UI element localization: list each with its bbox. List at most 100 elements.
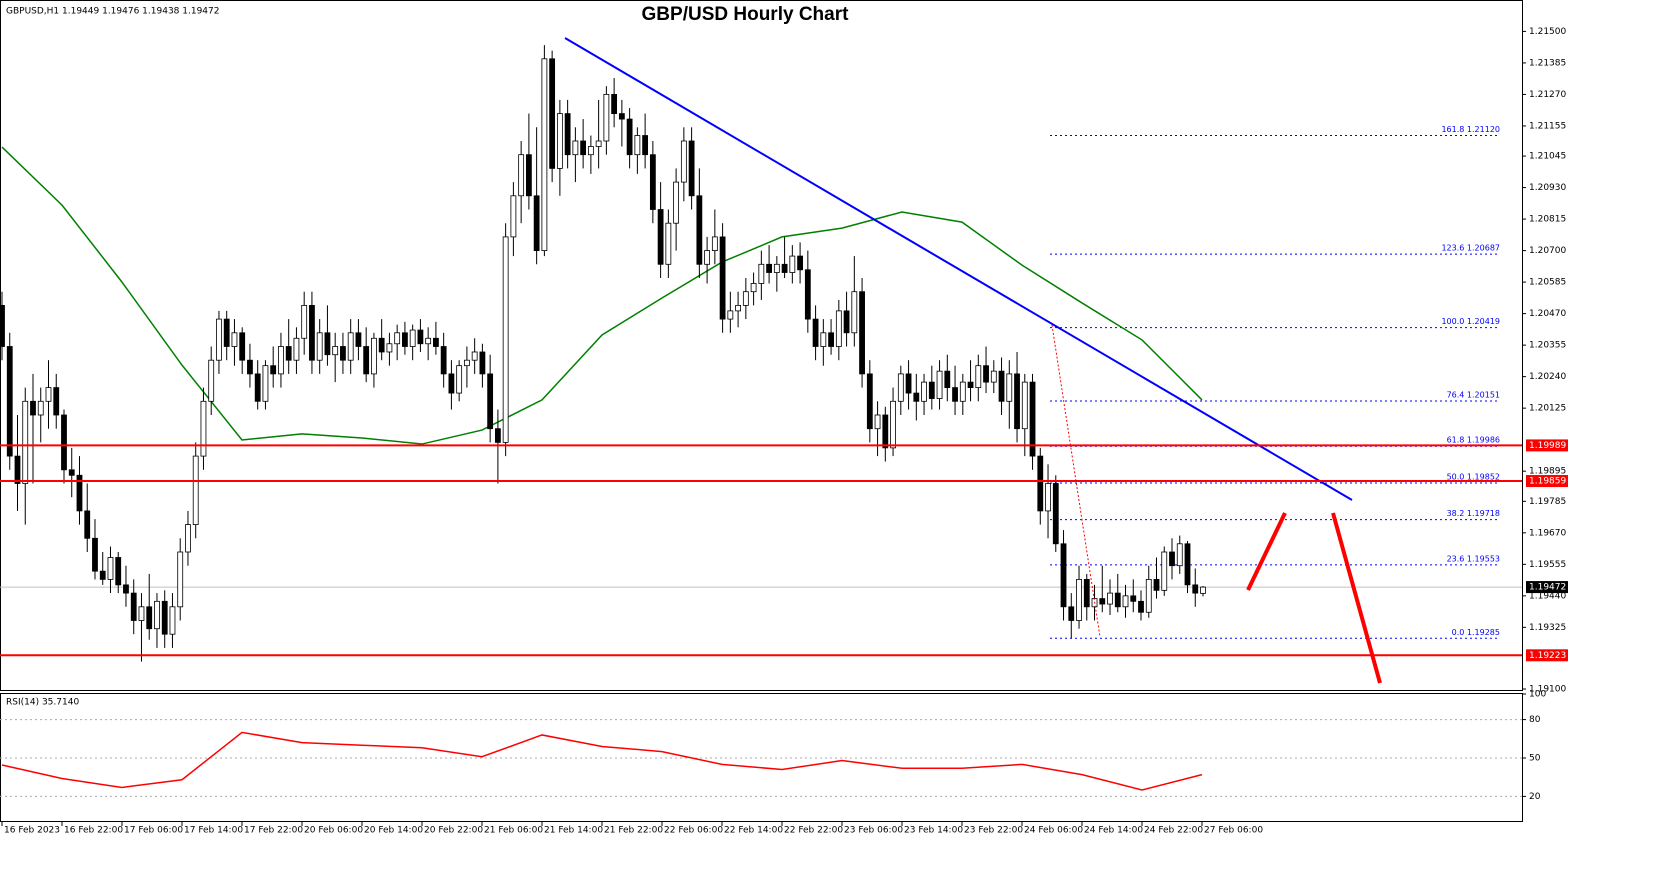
candle-body bbox=[1045, 483, 1051, 512]
candle-body bbox=[541, 58, 548, 252]
candle-body bbox=[270, 365, 277, 375]
candle-body bbox=[456, 365, 463, 394]
rsi-tick-label: 100 bbox=[1529, 690, 1546, 700]
candle-body bbox=[510, 195, 517, 238]
candle-body bbox=[1014, 373, 1020, 430]
candle-body bbox=[673, 181, 680, 224]
candle-body bbox=[820, 332, 827, 347]
candle-body bbox=[309, 304, 315, 361]
candle-body bbox=[595, 140, 602, 147]
level-tag-label: 1.19223 bbox=[1529, 651, 1566, 661]
level-tag-label: 1.19859 bbox=[1529, 477, 1566, 487]
candle-body bbox=[1161, 551, 1168, 591]
candle-body bbox=[1076, 579, 1082, 621]
x-tick-label: 23 Feb 06:00 bbox=[844, 826, 903, 836]
rsi-tick-label: 20 bbox=[1529, 792, 1541, 802]
price-tag bbox=[1526, 581, 1568, 594]
candle-body bbox=[921, 381, 927, 402]
candle-body bbox=[587, 146, 594, 156]
candle-body bbox=[634, 135, 641, 156]
candle-body bbox=[409, 329, 416, 347]
rsi-line bbox=[1, 731, 1203, 791]
candle-body bbox=[1114, 592, 1121, 608]
candle-body bbox=[192, 455, 199, 526]
candle-body bbox=[99, 570, 106, 580]
y-tick-label: 1.20700 bbox=[1529, 246, 1566, 256]
candle-body bbox=[1021, 381, 1028, 430]
candle-body bbox=[262, 365, 269, 402]
candle-body bbox=[525, 154, 532, 197]
x-tick-label: 16 Feb 22:00 bbox=[64, 826, 123, 836]
candle-body bbox=[68, 469, 75, 476]
candle-body bbox=[464, 359, 470, 367]
candle-body bbox=[301, 304, 308, 339]
fib-label: 123.6 1.20687 bbox=[1441, 244, 1500, 253]
candle-body bbox=[146, 606, 153, 630]
candle-body bbox=[766, 263, 772, 273]
candle-body bbox=[84, 510, 91, 539]
candle-body bbox=[828, 332, 834, 347]
candle-body bbox=[804, 269, 811, 320]
candle-body bbox=[30, 400, 36, 416]
candle-body bbox=[347, 332, 354, 361]
fib-label: 50.0 1.19852 bbox=[1447, 472, 1500, 481]
candle-body bbox=[471, 351, 478, 361]
fib-label: 161.8 1.21120 bbox=[1441, 125, 1500, 134]
x-tick-label: 20 Feb 22:00 bbox=[424, 826, 483, 836]
candle-body bbox=[378, 337, 385, 353]
candle-body bbox=[1052, 483, 1059, 545]
candle-body bbox=[161, 600, 168, 635]
candle-body bbox=[952, 387, 958, 402]
candle-body bbox=[37, 400, 44, 416]
candle-body bbox=[611, 94, 618, 114]
candle-body bbox=[882, 414, 889, 449]
candle-body bbox=[14, 455, 21, 484]
x-tick-label: 22 Feb 14:00 bbox=[724, 826, 783, 836]
candle-body bbox=[208, 359, 215, 402]
x-tick-label: 21 Feb 14:00 bbox=[544, 826, 603, 836]
candle-body bbox=[216, 318, 222, 361]
candle-body bbox=[1138, 600, 1144, 613]
y-tick-label: 1.21385 bbox=[1529, 58, 1566, 68]
candle-body bbox=[913, 392, 920, 402]
candle-body bbox=[657, 209, 664, 265]
candle-body bbox=[502, 236, 509, 443]
candle-body bbox=[1192, 584, 1199, 594]
candle-body bbox=[843, 310, 850, 334]
candle-body bbox=[789, 255, 796, 273]
candle-body bbox=[1029, 381, 1036, 457]
candle-body bbox=[1099, 598, 1106, 605]
fib-label: 61.8 1.19986 bbox=[1447, 436, 1500, 445]
candle-body bbox=[433, 337, 439, 347]
candle-body bbox=[316, 332, 323, 361]
candle-body bbox=[688, 140, 695, 197]
candle-body bbox=[556, 113, 563, 169]
candle-body bbox=[386, 343, 393, 353]
candle-body bbox=[580, 140, 587, 156]
candle-body bbox=[1169, 551, 1175, 567]
candle-body bbox=[138, 606, 145, 621]
candle-body bbox=[1130, 595, 1137, 602]
candle-body bbox=[851, 291, 858, 334]
candle-body bbox=[185, 524, 191, 553]
candle-body bbox=[363, 346, 370, 375]
candle-body bbox=[76, 474, 83, 512]
candle-body bbox=[742, 291, 749, 306]
candle-body bbox=[890, 400, 896, 449]
x-tick-label: 22 Feb 06:00 bbox=[664, 826, 723, 836]
candle-body bbox=[549, 58, 556, 169]
candle-body bbox=[154, 600, 160, 630]
candle-body bbox=[402, 332, 408, 347]
y-tick-label: 1.21155 bbox=[1529, 121, 1566, 131]
candle-body bbox=[967, 381, 974, 388]
candle-body bbox=[247, 359, 253, 375]
x-tick-label: 23 Feb 22:00 bbox=[964, 826, 1023, 836]
candle-body bbox=[285, 346, 292, 361]
candle-body bbox=[355, 332, 362, 347]
x-tick-label: 24 Feb 22:00 bbox=[1144, 826, 1203, 836]
candle-body bbox=[797, 255, 803, 271]
candle-body bbox=[758, 263, 765, 284]
level-tag bbox=[1526, 439, 1568, 452]
y-tick-label: 1.20470 bbox=[1529, 309, 1566, 319]
y-tick-label: 1.21270 bbox=[1529, 90, 1566, 100]
